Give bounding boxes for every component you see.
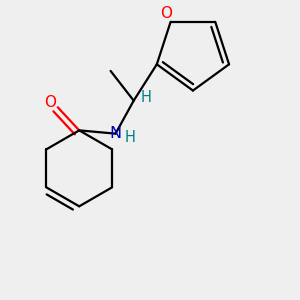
- Text: N: N: [110, 126, 122, 141]
- Text: O: O: [44, 95, 56, 110]
- Text: O: O: [160, 6, 172, 21]
- Text: H: H: [141, 90, 152, 105]
- Text: H: H: [125, 130, 136, 145]
